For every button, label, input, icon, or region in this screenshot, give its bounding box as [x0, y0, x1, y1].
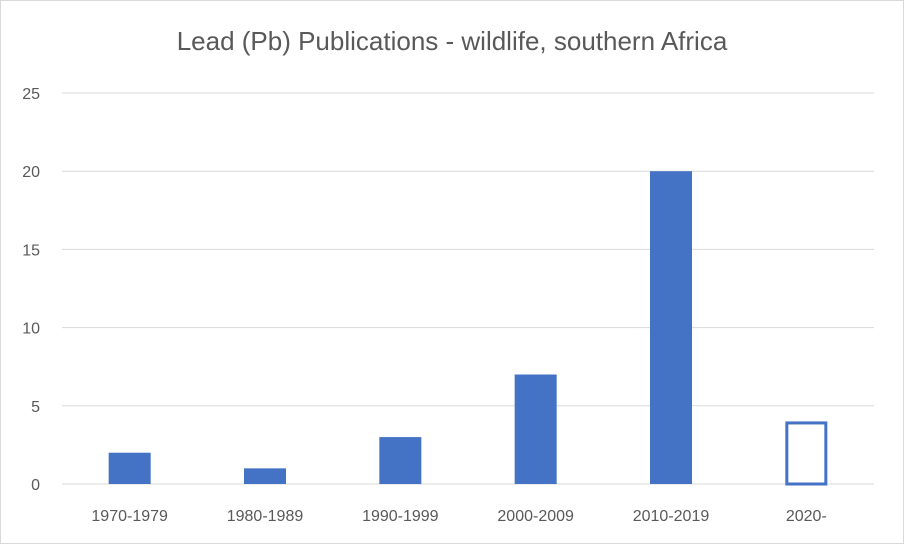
y-tick-label: 25 [22, 86, 40, 103]
x-tick-label: 1970-1979 [91, 508, 168, 525]
x-tick-label: 2000-2009 [497, 508, 574, 525]
y-tick-label: 10 [22, 321, 40, 338]
bar [785, 421, 828, 486]
x-tick-label: 2010-2019 [633, 508, 710, 525]
y-tick-label: 5 [31, 399, 40, 416]
chart-title: Lead (Pb) Publications - wildlife, south… [176, 26, 728, 56]
bar [514, 374, 557, 484]
y-tick-label: 0 [31, 477, 40, 494]
bar [379, 437, 422, 484]
x-tick-label: 1990-1999 [362, 508, 439, 525]
x-tick-label: 2020- [786, 508, 827, 525]
bar [108, 452, 151, 484]
y-tick-label: 20 [22, 164, 40, 181]
y-tick-label: 15 [22, 242, 40, 259]
x-tick-label: 1980-1989 [227, 508, 304, 525]
bar [650, 171, 692, 484]
bar [244, 468, 286, 484]
